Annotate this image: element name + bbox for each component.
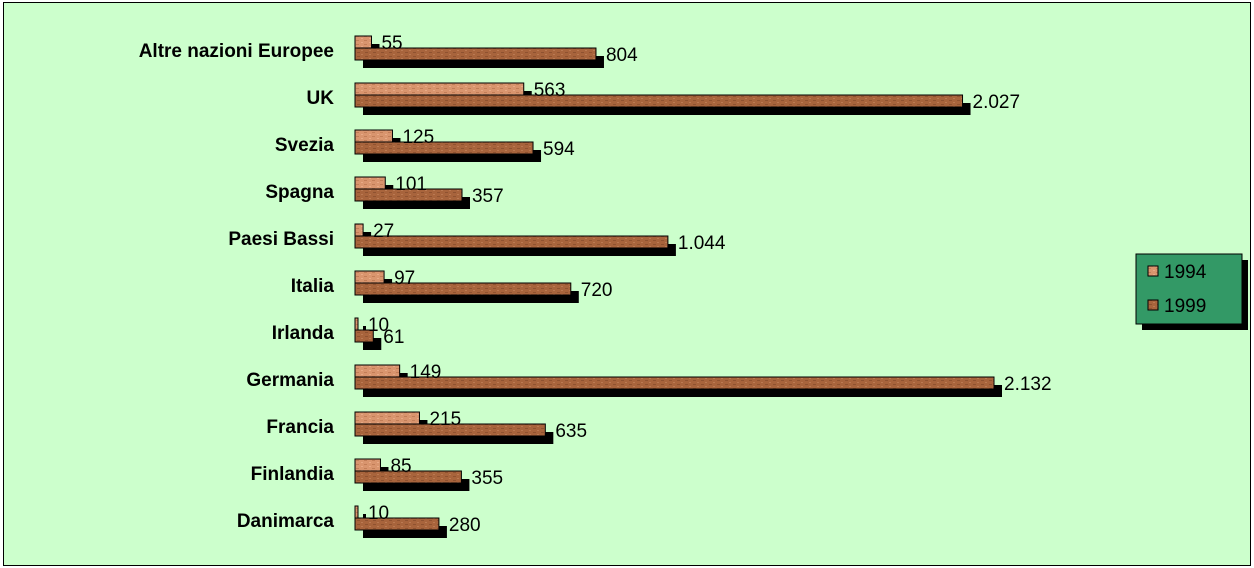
category-label-spagna: Spagna <box>265 182 334 203</box>
bar-paesi-bassi-1999 <box>354 235 669 249</box>
category-label-italia: Italia <box>291 276 335 297</box>
bar-finlandia-1999 <box>354 470 462 484</box>
value-label-italia-1999: 720 <box>581 280 613 301</box>
value-label-finlandia-1999: 355 <box>471 468 503 489</box>
legend-label-1994: 1994 <box>1164 262 1207 283</box>
bar-germania-1999 <box>354 376 995 390</box>
value-label-germania-1994: 149 <box>410 362 442 383</box>
value-label-svezia-1994: 125 <box>402 127 434 148</box>
category-label-paesi-bassi: Paesi Bassi <box>228 229 334 250</box>
bar-uk-1994 <box>354 82 525 96</box>
bar-spagna-1999 <box>354 188 463 202</box>
bar-francia-1999 <box>354 423 546 437</box>
value-label-uk-1994: 563 <box>534 80 566 101</box>
category-label-finlandia: Finlandia <box>251 464 335 485</box>
value-label-danimarca-1999: 280 <box>449 515 481 536</box>
value-label-germania-1999: 2.132 <box>1004 374 1052 395</box>
category-label-germania: Germania <box>246 370 334 391</box>
bar-italia-1994 <box>354 270 385 284</box>
bar-altre-nazioni-europee-1999 <box>354 47 597 61</box>
category-label-svezia: Svezia <box>275 135 335 156</box>
value-label-italia-1994: 97 <box>394 268 415 289</box>
value-label-irlanda-1994: 10 <box>368 315 389 336</box>
category-label-altre-nazioni-europee: Altre nazioni Europee <box>139 41 334 62</box>
category-label-francia: Francia <box>266 417 334 438</box>
value-label-svezia-1999: 594 <box>543 139 575 160</box>
bar-irlanda-1994 <box>354 317 359 331</box>
bar-paesi-bassi-1994 <box>354 223 364 237</box>
value-label-francia-1994: 215 <box>429 409 461 430</box>
chart-frame: Altre nazioni Europee UK Svezia Spagna Paesi… <box>3 2 1251 566</box>
legend-label-1999: 1999 <box>1164 296 1206 317</box>
bar-irlanda-1999 <box>354 329 374 343</box>
bar-finlandia-1994 <box>354 458 381 472</box>
value-label-paesi-bassi-1994: 27 <box>373 221 394 242</box>
bar-francia-1994 <box>354 411 420 425</box>
value-label-spagna-1999: 357 <box>472 186 504 207</box>
bar-svezia-1999 <box>354 141 534 155</box>
category-label-danimarca: Danimarca <box>237 511 335 532</box>
value-label-spagna-1994: 101 <box>395 174 427 195</box>
bar-altre-nazioni-europee-1994 <box>354 35 372 49</box>
legend-swatch-1999 <box>1147 299 1159 311</box>
value-label-danimarca-1994: 10 <box>368 503 389 524</box>
legend: 1994 1999 <box>1135 253 1248 330</box>
bar-danimarca-1994 <box>354 505 359 519</box>
category-label-uk: UK <box>307 88 335 109</box>
value-label-altre-nazioni-europee-1999: 804 <box>606 45 638 66</box>
value-label-uk-1999: 2.027 <box>973 92 1021 113</box>
bar-uk-1999 <box>354 94 964 108</box>
bar-germania-1994 <box>354 364 401 378</box>
value-label-paesi-bassi-1999: 1.044 <box>678 233 726 254</box>
value-label-irlanda-1999: 61 <box>383 327 404 348</box>
value-label-altre-nazioni-europee-1994: 55 <box>381 33 402 54</box>
bar-italia-1999 <box>354 282 572 296</box>
category-label-irlanda: Irlanda <box>272 323 335 344</box>
value-label-francia-1999: 635 <box>555 421 587 442</box>
value-label-finlandia-1994: 85 <box>390 456 411 477</box>
legend-swatch-1994 <box>1147 265 1159 277</box>
bar-svezia-1994 <box>354 129 393 143</box>
bar-chart: Altre nazioni Europee UK Svezia Spagna Paesi… <box>139 33 1248 538</box>
bar-danimarca-1999 <box>354 517 440 531</box>
bar-spagna-1994 <box>354 176 386 190</box>
